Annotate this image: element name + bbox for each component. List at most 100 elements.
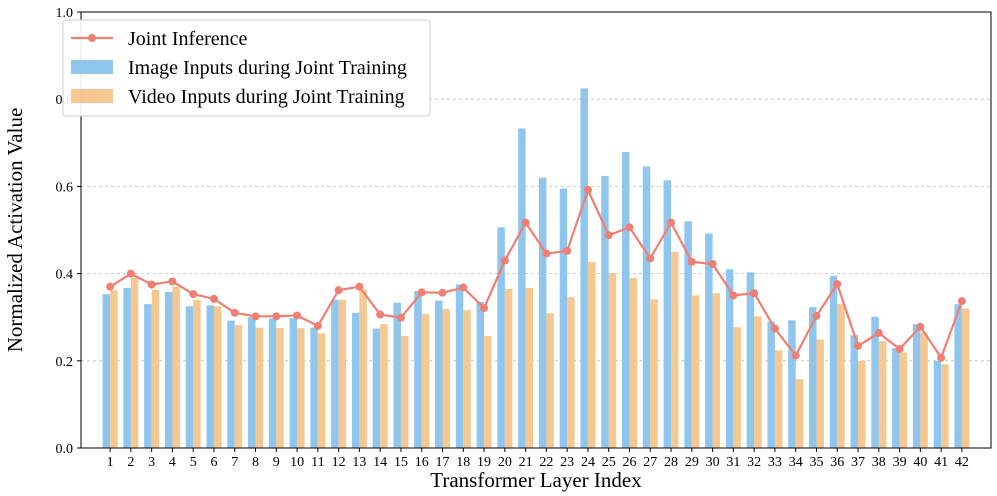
joint-inference-point-16 [417, 288, 426, 297]
bar-image-4 [164, 291, 173, 448]
bar-image-7 [227, 320, 235, 448]
bar-video-29 [691, 295, 700, 448]
joint-inference-point-29 [687, 257, 696, 266]
legend-marker-swatch [88, 34, 96, 42]
bar-video-7 [234, 325, 243, 448]
bar-video-42 [961, 308, 970, 448]
bar-video-37 [858, 360, 866, 448]
bar-image-37 [850, 335, 859, 448]
bar-video-8 [255, 327, 263, 448]
bar-image-5 [185, 306, 194, 448]
x-tick-label: 2 [127, 455, 134, 470]
x-tick-label: 18 [456, 455, 470, 470]
joint-inference-point-3 [147, 280, 156, 289]
joint-inference-point-32 [750, 289, 759, 298]
bar-video-2 [130, 277, 139, 448]
joint-inference-point-2 [126, 269, 135, 278]
bar-image-10 [289, 318, 298, 448]
bar-image-38 [871, 316, 879, 448]
joint-inference-point-39 [895, 345, 904, 354]
bar-video-27 [650, 299, 658, 448]
x-tick-label: 31 [726, 455, 740, 470]
bar-image-25 [601, 175, 609, 448]
x-tick-label: 3 [148, 455, 155, 470]
bar-video-28 [671, 251, 679, 448]
joint-inference-point-15 [396, 313, 405, 322]
bar-video-41 [941, 364, 949, 448]
y-tick-label: 0.6 [56, 180, 74, 195]
bar-video-33 [774, 350, 783, 448]
bar-image-24 [580, 88, 588, 449]
joint-inference-point-42 [957, 297, 966, 306]
x-tick-label: 33 [768, 455, 782, 470]
bar-image-14 [372, 328, 381, 448]
bar-image-33 [767, 321, 775, 448]
bar-group [102, 88, 970, 449]
x-tick-label: 38 [872, 455, 886, 470]
bar-video-31 [733, 327, 741, 448]
x-tick-label: 39 [893, 455, 907, 470]
joint-inference-point-7 [230, 308, 239, 317]
bar-video-4 [172, 286, 180, 448]
x-tick-label: 19 [477, 455, 491, 470]
bar-video-19 [484, 335, 492, 448]
joint-inference-point-25 [604, 231, 613, 240]
x-tick-label: 23 [560, 455, 574, 470]
joint-inference-point-17 [438, 288, 447, 297]
bar-video-11 [317, 333, 326, 448]
x-tick-label: 15 [394, 455, 408, 470]
x-tick-label: 29 [685, 455, 699, 470]
x-tick-label: 20 [498, 455, 512, 470]
joint-inference-point-23 [563, 246, 572, 255]
bar-image-15 [393, 302, 401, 448]
x-tick-label: 7 [231, 455, 238, 470]
bar-image-23 [559, 188, 568, 448]
bar-video-13 [359, 289, 367, 448]
joint-inference-point-41 [937, 353, 946, 362]
joint-inference-point-18 [459, 283, 468, 292]
joint-inference-point-9 [272, 312, 281, 321]
bar-image-41 [933, 360, 942, 448]
bar-image-9 [268, 318, 277, 448]
joint-inference-point-5 [189, 290, 198, 299]
x-tick-label: 34 [789, 455, 803, 470]
x-tick-label: 12 [332, 455, 346, 470]
legend-bar-swatch [71, 89, 113, 103]
x-tick-label: 37 [851, 455, 865, 470]
bar-image-29 [684, 221, 692, 448]
joint-inference-point-22 [542, 249, 551, 258]
bar-video-12 [338, 299, 347, 448]
bar-image-11 [310, 327, 318, 448]
bar-video-1 [110, 290, 118, 448]
x-tick-label: 26 [622, 455, 636, 470]
bar-image-39 [892, 348, 900, 448]
bar-video-35 [816, 339, 824, 448]
bar-image-12 [331, 299, 339, 448]
bar-video-26 [629, 277, 637, 448]
x-tick-label: 1 [107, 455, 114, 470]
bar-video-9 [276, 328, 284, 448]
bar-image-16 [414, 291, 422, 448]
x-tick-label: 16 [415, 455, 429, 470]
x-tick-label: 36 [830, 455, 844, 470]
x-tick-label: 35 [809, 455, 823, 470]
bar-image-21 [518, 128, 526, 449]
bar-video-39 [899, 352, 908, 448]
legend-label: Video Inputs during Joint Training [128, 86, 405, 108]
joint-inference-point-24 [583, 185, 592, 194]
bar-image-6 [206, 305, 214, 448]
x-tick-label: 11 [311, 455, 324, 470]
x-axis-title: Transformer Layer Index [430, 468, 642, 492]
joint-inference-point-10 [293, 311, 302, 320]
joint-inference-point-33 [770, 324, 779, 333]
x-tick-label: 24 [581, 455, 595, 470]
bar-video-38 [878, 341, 887, 448]
bar-image-1 [102, 294, 111, 448]
joint-inference-point-12 [334, 286, 343, 295]
legend-box [62, 19, 431, 117]
bar-video-40 [920, 332, 928, 448]
bar-image-32 [746, 272, 755, 448]
x-tick-label: 14 [373, 455, 387, 470]
x-tick-label: 40 [913, 455, 927, 470]
bar-image-34 [788, 320, 796, 448]
